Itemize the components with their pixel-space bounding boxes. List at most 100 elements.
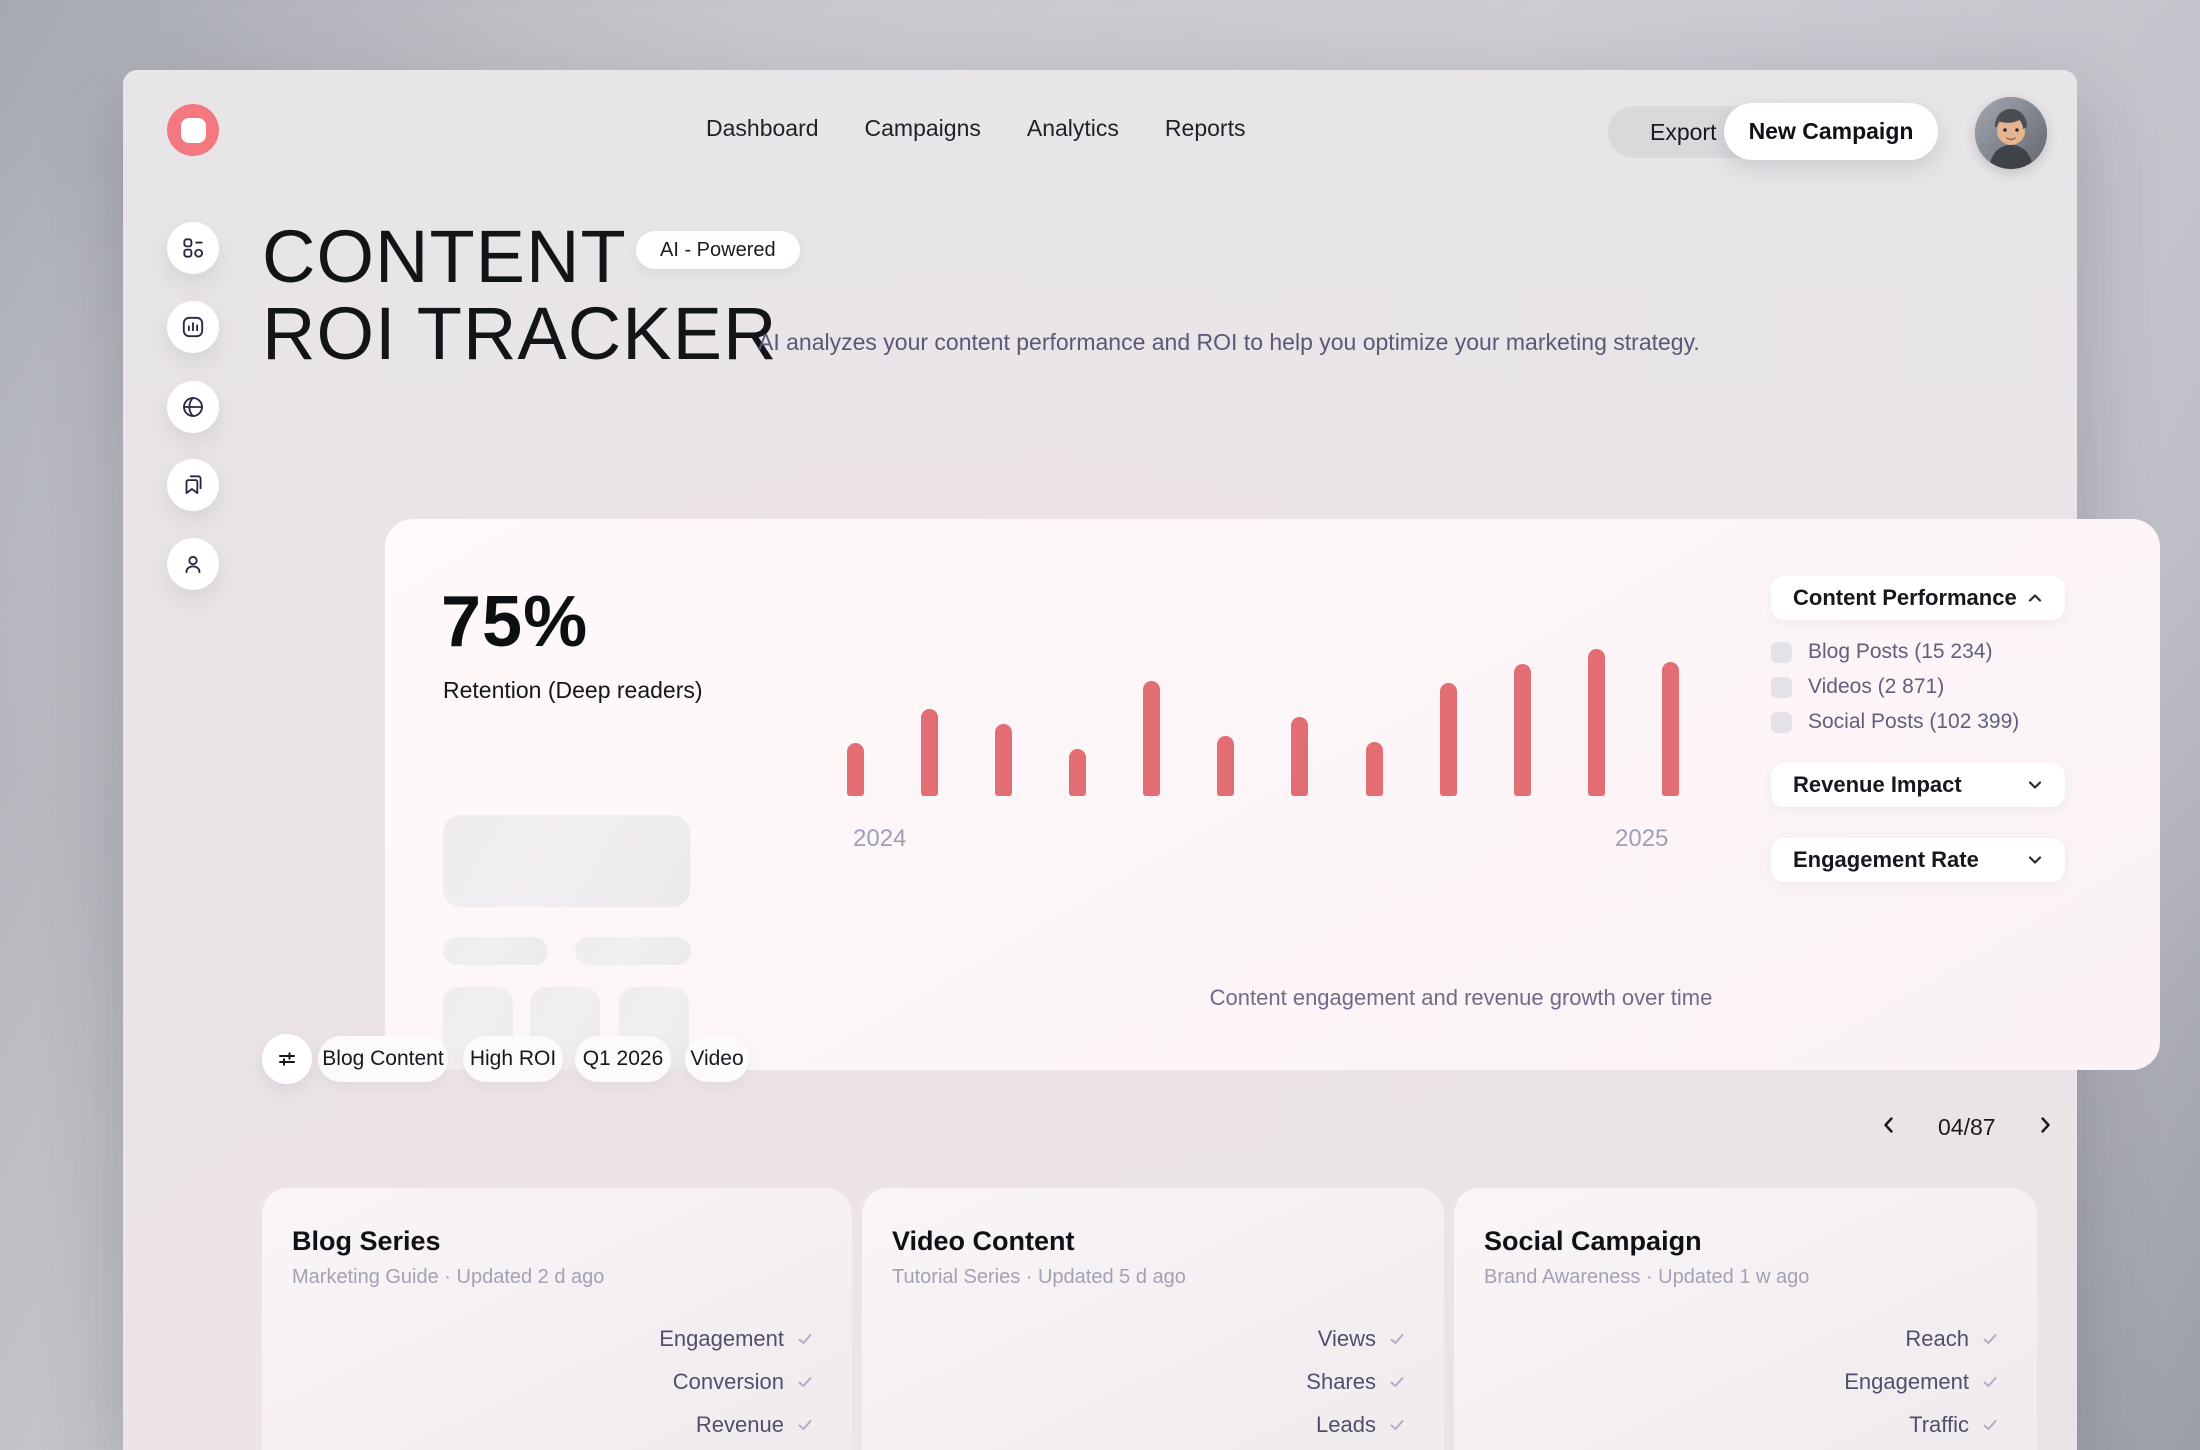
sliders-icon [279,1052,295,1066]
engagement-rate-label: Engagement Rate [1793,847,1979,872]
chart-bar [1439,683,1457,796]
page-title: CONTENT ROI TRACKER [262,218,777,372]
content-card-social-campaign[interactable]: Social Campaign Brand Awareness · Update… [1454,1188,2037,1450]
chevron-down-icon [2028,781,2042,789]
sidebar-item-dashboard[interactable] [167,222,219,274]
legend-label: Blog Posts (15 234) [1808,640,1993,663]
metric-row: Traffic [1909,1412,1999,1438]
dashboard-grid-icon [183,238,204,258]
globe-icon [183,397,203,417]
nav-item-analytics[interactable]: Analytics [1026,115,1119,141]
card-subtitle: Brand Awareness · Updated 1 w ago [1484,1266,1810,1288]
filter-chip-video[interactable]: Video [685,1036,749,1082]
chart-bar [1661,662,1679,796]
engagement-rate-dropdown[interactable]: Engagement Rate [1771,838,2065,882]
content-performance-dropdown[interactable]: Content Performance [1771,576,2065,620]
skeleton-block [443,815,690,907]
check-icon [1983,1334,1997,1344]
metric-label: Conversion [672,1369,784,1394]
chevron-up-icon [2028,594,2042,602]
user-avatar[interactable] [1975,97,2047,169]
check-icon [798,1420,812,1430]
card-title: Blog Series [292,1226,441,1256]
filter-settings-button[interactable] [262,1034,312,1084]
chip-label: Blog Content [322,1047,444,1070]
metric-label: Revenue [695,1412,784,1437]
checkbox-blog-posts[interactable] [1771,641,1792,663]
axis-label-2025: 2025 [1615,825,1669,852]
skeleton-pill [443,937,548,965]
nav-item-dashboard[interactable]: Dashboard [706,115,819,141]
filter-chip-blog-content[interactable]: Blog Content [318,1036,448,1082]
chip-label: Video [690,1047,744,1070]
chart-bar [1365,742,1383,796]
checkbox-social-posts[interactable] [1771,711,1792,733]
sidebar-item-explore[interactable] [167,381,219,433]
legend-row-social-posts[interactable]: Social Posts (102 399) [1771,710,2019,734]
metric-row: Reach [1905,1326,1999,1352]
bar-chart-icon [182,316,204,338]
revenue-impact-label: Revenue Impact [1793,772,1962,797]
check-icon [1983,1377,1997,1387]
legend-row-videos[interactable]: Videos (2 871) [1771,675,1944,699]
page-subtitle: AI analyzes your content performance and… [758,329,1700,355]
user-icon [185,555,201,574]
chevron-down-icon [2028,856,2042,864]
check-icon [1983,1420,1997,1430]
app-logo[interactable] [167,104,219,156]
content-performance-label: Content Performance [1793,585,2017,610]
avatar-illustration [1975,97,2047,169]
metric-row: Leads [1316,1412,1406,1438]
metric-row: Shares [1306,1369,1406,1395]
metric-label: Shares [1306,1369,1376,1394]
revenue-impact-dropdown[interactable]: Revenue Impact [1771,763,2065,807]
filter-chip-q1-2026[interactable]: Q1 2026 [575,1036,671,1082]
check-icon [798,1334,812,1344]
legend-label: Videos (2 871) [1808,675,1945,698]
page-indicator: 04/87 [1938,1114,1996,1140]
new-campaign-button[interactable]: New Campaign [1724,103,1938,160]
check-icon [1390,1334,1404,1344]
metric-row: Revenue [696,1412,814,1438]
chart-bar [1143,681,1161,796]
page-title-line1: CONTENT [262,215,627,298]
metric-label: Traffic [1909,1412,1969,1437]
sidebar-item-saved[interactable] [167,459,219,511]
checkbox-videos[interactable] [1771,676,1792,698]
prev-page-button[interactable] [1878,1114,1900,1141]
metric-label: Engagement [1844,1369,1969,1394]
chip-label: High ROI [469,1047,557,1070]
chart-bar [1587,649,1605,796]
chart-bar [1217,736,1235,796]
card-metrics: Engagement Conversion Revenue [659,1326,814,1438]
nav-item-campaigns[interactable]: Campaigns [864,115,981,141]
card-metrics: Views Shares Leads [1306,1326,1406,1438]
next-page-button[interactable] [2034,1114,2056,1141]
chart-bar [1069,749,1087,796]
content-card-video-content[interactable]: Video Content Tutorial Series · Updated … [862,1188,1444,1450]
metric-label: Engagement [659,1326,784,1351]
check-icon [798,1377,812,1387]
sidebar-item-profile[interactable] [167,538,219,590]
sidebar-item-analytics[interactable] [167,301,219,353]
card-pagination: 04/87 [1878,1114,2056,1141]
legend-label: Social Posts (102 399) [1808,710,2020,733]
analytics-panel: 75% Retention (Deep readers) 2024 2025 C… [385,519,2160,1070]
card-metrics: Reach Engagement Traffic [1844,1326,1999,1438]
content-card-blog-series[interactable]: Blog Series Marketing Guide · Updated 2 … [262,1188,852,1450]
metric-label: Views [1317,1326,1376,1351]
card-subtitle: Tutorial Series · Updated 5 d ago [892,1266,1186,1288]
chart-bar [1513,664,1531,796]
filter-chip-high-roi[interactable]: High ROI [463,1036,563,1082]
nav-item-reports[interactable]: Reports [1164,115,1246,141]
chart-caption: Content engagement and revenue growth ov… [1209,985,1713,1010]
metric-label: Leads [1316,1412,1376,1437]
chip-label: Q1 2026 [582,1047,664,1070]
chart-bar [995,724,1013,796]
metric-label: Reach [1905,1326,1969,1351]
ai-powered-label: AI - Powered [660,238,776,261]
bar-chart [847,636,1679,796]
export-label: Export [1650,118,1717,145]
legend-row-blog-posts[interactable]: Blog Posts (15 234) [1771,640,1992,664]
